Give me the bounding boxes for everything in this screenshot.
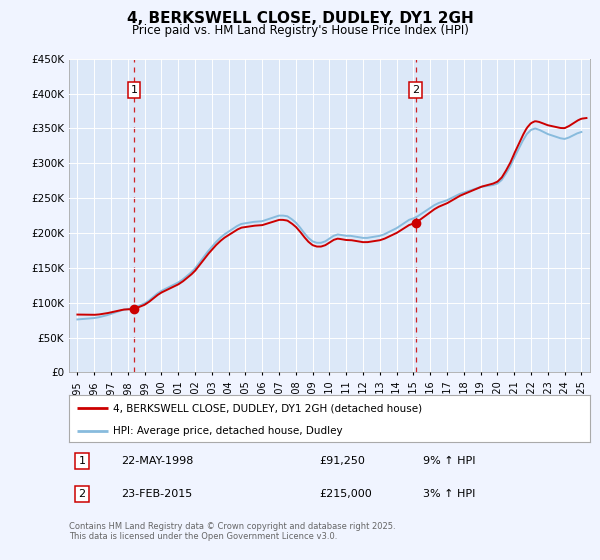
Text: 4, BERKSWELL CLOSE, DUDLEY, DY1 2GH (detached house): 4, BERKSWELL CLOSE, DUDLEY, DY1 2GH (det… [113,403,422,413]
Text: HPI: Average price, detached house, Dudley: HPI: Average price, detached house, Dudl… [113,426,343,436]
Text: £215,000: £215,000 [319,489,372,500]
Text: 3% ↑ HPI: 3% ↑ HPI [423,489,476,500]
Text: 22-MAY-1998: 22-MAY-1998 [121,456,193,466]
Text: 1: 1 [131,85,137,95]
Text: Contains HM Land Registry data © Crown copyright and database right 2025.
This d: Contains HM Land Registry data © Crown c… [69,522,395,542]
Text: Price paid vs. HM Land Registry's House Price Index (HPI): Price paid vs. HM Land Registry's House … [131,24,469,37]
Text: 9% ↑ HPI: 9% ↑ HPI [423,456,476,466]
Text: 23-FEB-2015: 23-FEB-2015 [121,489,193,500]
Text: 2: 2 [412,85,419,95]
Text: £91,250: £91,250 [319,456,365,466]
Text: 1: 1 [79,456,86,466]
Text: 2: 2 [79,489,86,500]
Text: 4, BERKSWELL CLOSE, DUDLEY, DY1 2GH: 4, BERKSWELL CLOSE, DUDLEY, DY1 2GH [127,11,473,26]
